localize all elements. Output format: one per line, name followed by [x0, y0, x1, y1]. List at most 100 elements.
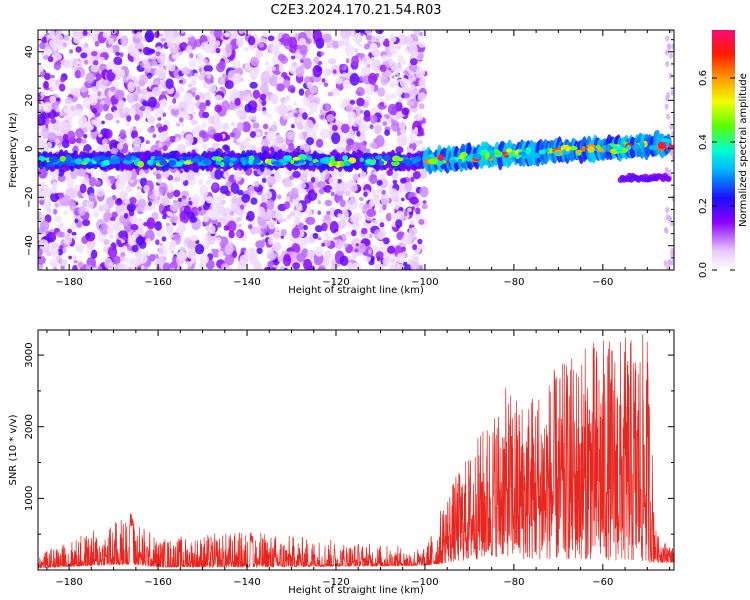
noise-blob	[214, 30, 223, 39]
noise-blob	[182, 95, 189, 103]
noise-blob	[73, 36, 82, 44]
noise-blob	[190, 78, 197, 86]
noise-blob	[408, 43, 419, 57]
noise-blob	[266, 199, 275, 210]
noise-blob	[237, 223, 243, 228]
noise-blob	[63, 34, 69, 42]
noise-blob	[91, 51, 98, 57]
noise-blob	[201, 122, 208, 128]
noise-blob	[368, 233, 373, 239]
noise-blob	[266, 175, 277, 186]
noise-blob	[83, 59, 89, 65]
noise-blob	[310, 176, 316, 183]
noise-blob	[106, 130, 112, 138]
noise-blob	[185, 114, 191, 121]
noise-blob	[86, 248, 92, 255]
noise-blob	[280, 228, 287, 236]
noise-blob	[227, 102, 237, 111]
noise-blob	[403, 92, 410, 99]
noise-blob	[402, 133, 407, 139]
noise-blob	[252, 89, 261, 100]
noise-blob	[198, 73, 205, 81]
noise-blob	[92, 210, 100, 218]
noise-blob	[408, 148, 414, 153]
band-hotspot	[220, 161, 225, 168]
noise-blob	[384, 129, 390, 136]
noise-blob	[105, 113, 114, 121]
band-hotspot	[92, 156, 101, 162]
noise-blob	[199, 262, 205, 270]
noise-blob	[394, 212, 400, 218]
noise-blob	[97, 266, 103, 270]
noise-blob	[72, 264, 78, 270]
noise-blob	[321, 78, 326, 83]
noise-blob	[369, 114, 378, 124]
noise-blob	[273, 231, 280, 241]
band-hotspot	[581, 145, 586, 152]
noise-blob	[393, 81, 398, 87]
noise-blob	[253, 180, 260, 188]
noise-blob	[69, 49, 73, 54]
noise-blob	[666, 43, 671, 49]
noise-blob	[669, 123, 674, 130]
noise-blob	[352, 251, 358, 259]
noise-blob	[384, 93, 392, 101]
band-hotspot	[428, 158, 438, 165]
x-tick-label: −100	[411, 277, 438, 288]
noise-blob	[289, 211, 296, 217]
noise-blob	[187, 239, 197, 250]
noise-blob	[267, 252, 277, 261]
noise-blob	[57, 249, 63, 256]
noise-blob	[46, 34, 53, 40]
noise-blob	[126, 203, 136, 213]
noise-blob	[289, 66, 295, 74]
noise-blob	[313, 56, 320, 64]
noise-blob	[81, 192, 87, 198]
noise-blob	[88, 192, 96, 202]
noise-blob	[249, 221, 256, 226]
noise-blob	[338, 241, 344, 249]
band-hotspot	[640, 142, 645, 148]
noise-blob	[371, 58, 381, 72]
noise-blob	[248, 185, 256, 193]
noise-blob	[262, 31, 269, 37]
noise-blob	[298, 133, 304, 141]
spectrogram-x-ticks: −180 −160 −140 −120 −100 −80 −60	[46, 30, 671, 288]
noise-blob	[161, 90, 167, 96]
noise-blob	[307, 94, 316, 102]
band-hotspot	[531, 152, 541, 159]
noise-blob	[151, 211, 159, 221]
noise-blob	[38, 262, 44, 270]
noise-blob	[363, 43, 370, 50]
noise-blob	[144, 30, 155, 43]
noise-blob	[417, 92, 427, 101]
noise-blob	[134, 114, 140, 121]
noise-blob	[390, 120, 400, 132]
noise-blob	[206, 61, 211, 66]
noise-blob	[292, 209, 303, 220]
noise-blob	[356, 97, 365, 107]
noise-blob	[58, 231, 66, 238]
noise-blob	[57, 192, 65, 199]
band-hotspot	[398, 157, 404, 162]
noise-blob	[224, 32, 230, 38]
noise-blob	[358, 76, 364, 81]
noise-blob	[241, 121, 251, 133]
band-hotspot	[374, 155, 383, 160]
snr-y-label: SNR (10 * v/v)	[8, 414, 19, 485]
spectrogram-y-label: Frequency (Hz)	[8, 112, 19, 188]
noise-blob	[380, 193, 390, 206]
noise-blob	[193, 72, 199, 80]
colorbar-gradient	[712, 30, 735, 270]
noise-blob	[246, 210, 255, 222]
noise-blob	[38, 167, 48, 179]
noise-blob	[358, 122, 368, 134]
band-hotspot	[554, 151, 561, 156]
noise-blob	[392, 179, 398, 185]
noise-blob	[410, 176, 415, 183]
noise-blob	[223, 225, 229, 231]
noise-blob	[197, 178, 204, 186]
noise-blob	[412, 128, 419, 136]
noise-blob	[400, 127, 406, 135]
noise-blob	[168, 63, 176, 72]
